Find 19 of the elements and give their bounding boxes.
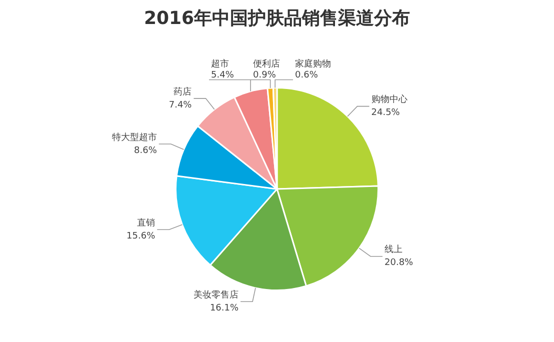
chart-title: 2016年中国护肤品销售渠道分布 <box>142 7 412 30</box>
data-label: 8.6% <box>134 146 158 156</box>
slice-label: 家庭购物 <box>295 58 331 70</box>
slice-label: 美妆零售店 <box>194 289 239 300</box>
data-label: 0.9% <box>253 70 276 81</box>
slice-label: 便利店 <box>253 58 280 70</box>
data-label: 5.4% <box>211 70 234 81</box>
data-label: 24.5% <box>371 108 400 118</box>
data-label: 16.1% <box>210 303 239 314</box>
slice-label: 线上 <box>384 244 403 256</box>
slice-label: 购物中心 <box>371 94 408 106</box>
slice-label: 超市 <box>211 58 229 70</box>
slice-label: 直销 <box>137 217 156 228</box>
slice-label: 药店 <box>174 86 192 98</box>
data-label: 0.6% <box>295 70 318 81</box>
data-label: 20.8% <box>384 258 414 268</box>
data-label: 7.4% <box>168 100 192 110</box>
slice-label: 特大型超市 <box>112 132 157 143</box>
data-label: 15.6% <box>126 231 156 242</box>
